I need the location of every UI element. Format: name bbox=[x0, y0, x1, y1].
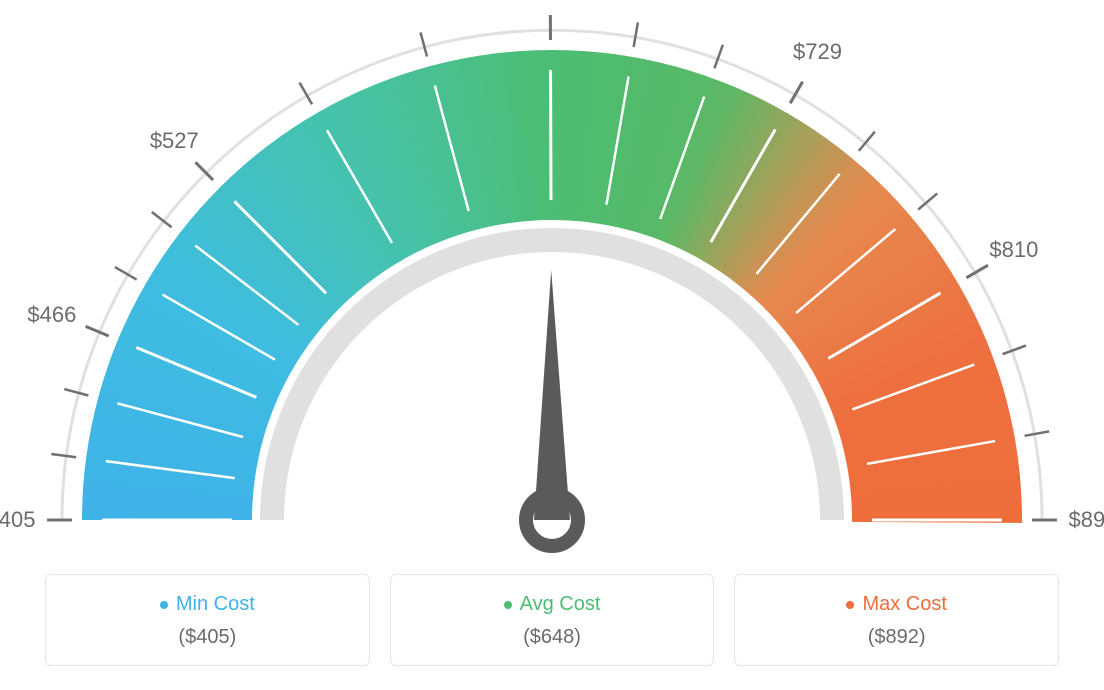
legend-dot-icon bbox=[160, 601, 168, 609]
minor-tick bbox=[64, 389, 88, 395]
legend-dot-icon bbox=[846, 601, 854, 609]
minor-tick bbox=[421, 32, 428, 56]
legend-card-avg: Avg Cost ($648) bbox=[390, 574, 715, 666]
cost-gauge: $405$466$527$648$729$810$892 bbox=[0, 0, 1104, 560]
legend-card-min: Min Cost ($405) bbox=[45, 574, 370, 666]
legend-value-avg: ($648) bbox=[401, 626, 704, 649]
major-tick bbox=[195, 162, 213, 180]
minor-tick bbox=[714, 45, 722, 69]
gauge-tick-label: $527 bbox=[150, 128, 199, 154]
gauge-svg bbox=[0, 0, 1104, 560]
legend-value-max: ($892) bbox=[745, 626, 1048, 649]
gauge-tick-label: $466 bbox=[27, 302, 76, 328]
legend-title-text: Min Cost bbox=[176, 593, 255, 616]
legend-title-avg: Avg Cost bbox=[504, 593, 601, 616]
legend-title-min: Min Cost bbox=[160, 593, 255, 616]
legend-card-max: Max Cost ($892) bbox=[734, 574, 1059, 666]
legend-title-text: Avg Cost bbox=[520, 593, 601, 616]
legend-title-text: Max Cost bbox=[862, 593, 946, 616]
minor-tick bbox=[634, 22, 638, 47]
minor-tick bbox=[1002, 346, 1025, 355]
legend-title-max: Max Cost bbox=[846, 593, 946, 616]
legend-dot-icon bbox=[504, 601, 512, 609]
gauge-tick-label: $892 bbox=[1069, 507, 1104, 533]
legend-value-min: ($405) bbox=[56, 626, 359, 649]
minor-tick bbox=[51, 454, 76, 457]
legend-row: Min Cost ($405) Avg Cost ($648) Max Cost ($89… bbox=[45, 574, 1059, 666]
gauge-tick-label: $405 bbox=[0, 507, 35, 533]
gauge-tick-label: $810 bbox=[989, 237, 1038, 263]
gauge-tick-label: $729 bbox=[793, 39, 842, 65]
gauge-needle bbox=[534, 270, 570, 520]
minor-tick bbox=[1025, 431, 1050, 435]
